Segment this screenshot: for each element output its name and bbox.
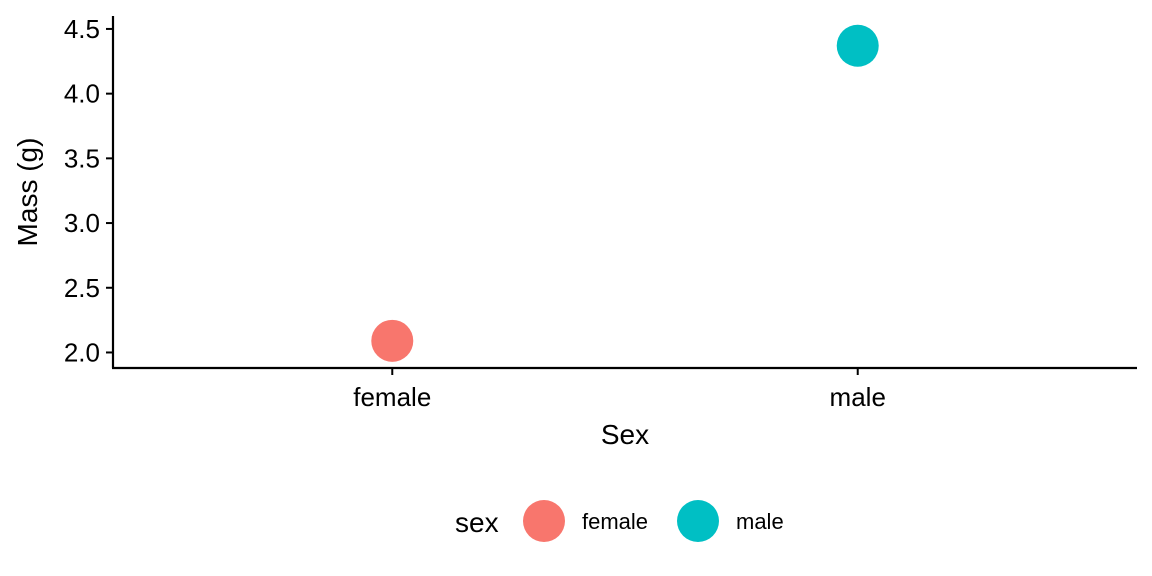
y-tick-label: 3.5 xyxy=(64,143,100,173)
y-tick-label: 4.0 xyxy=(64,79,100,109)
x-tick-label: male xyxy=(830,382,886,412)
y-axis-title: Mass (g) xyxy=(12,138,43,247)
legend-label-female: female xyxy=(582,509,648,534)
data-point-female xyxy=(371,319,414,362)
legend: sex female male xyxy=(455,500,784,542)
y-tick-label: 4.5 xyxy=(64,14,100,44)
y-tick-label: 3.0 xyxy=(64,208,100,238)
data-point-male xyxy=(836,24,879,67)
legend-key-female xyxy=(523,500,565,542)
data-points xyxy=(371,24,879,362)
x-tick-label: female xyxy=(353,382,431,412)
legend-label-male: male xyxy=(736,509,784,534)
x-axis-title: Sex xyxy=(601,419,649,450)
y-axis-ticks: 2.0 2.5 3.0 3.5 4.0 4.5 xyxy=(64,14,113,367)
y-tick-label: 2.0 xyxy=(64,337,100,367)
x-axis-ticks: female male xyxy=(353,368,886,412)
legend-key-male xyxy=(677,500,719,542)
legend-title: sex xyxy=(455,507,499,538)
y-tick-label: 2.5 xyxy=(64,273,100,303)
